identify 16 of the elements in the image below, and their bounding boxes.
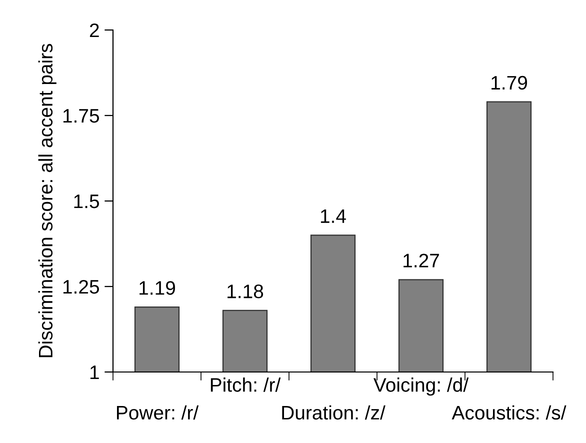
x-tick-label: Duration: /z/ <box>282 405 386 420</box>
y-tick-label: 1 <box>90 366 99 380</box>
y-tick-label: 1.5 <box>74 194 99 208</box>
x-tick-label: Power: /r/ <box>117 405 199 420</box>
x-tick-label: Voicing: /d/ <box>374 378 469 396</box>
data-label: 1.19 <box>140 281 175 295</box>
data-label: 1.79 <box>492 76 527 90</box>
data-label: 1.4 <box>320 209 346 223</box>
y-tick-label: 1.25 <box>63 280 99 294</box>
x-tick-label: Acoustics: /s/ <box>452 405 566 420</box>
x-tick-label: Pitch: /r/ <box>210 378 281 392</box>
y-axis-title: Discrimination score: all accent pairs <box>38 44 56 358</box>
y-tick-label: 1.75 <box>63 109 99 123</box>
y-tick-label: 2 <box>90 23 99 38</box>
data-label: 1.27 <box>404 254 439 268</box>
data-label: 1.18 <box>228 284 264 298</box>
